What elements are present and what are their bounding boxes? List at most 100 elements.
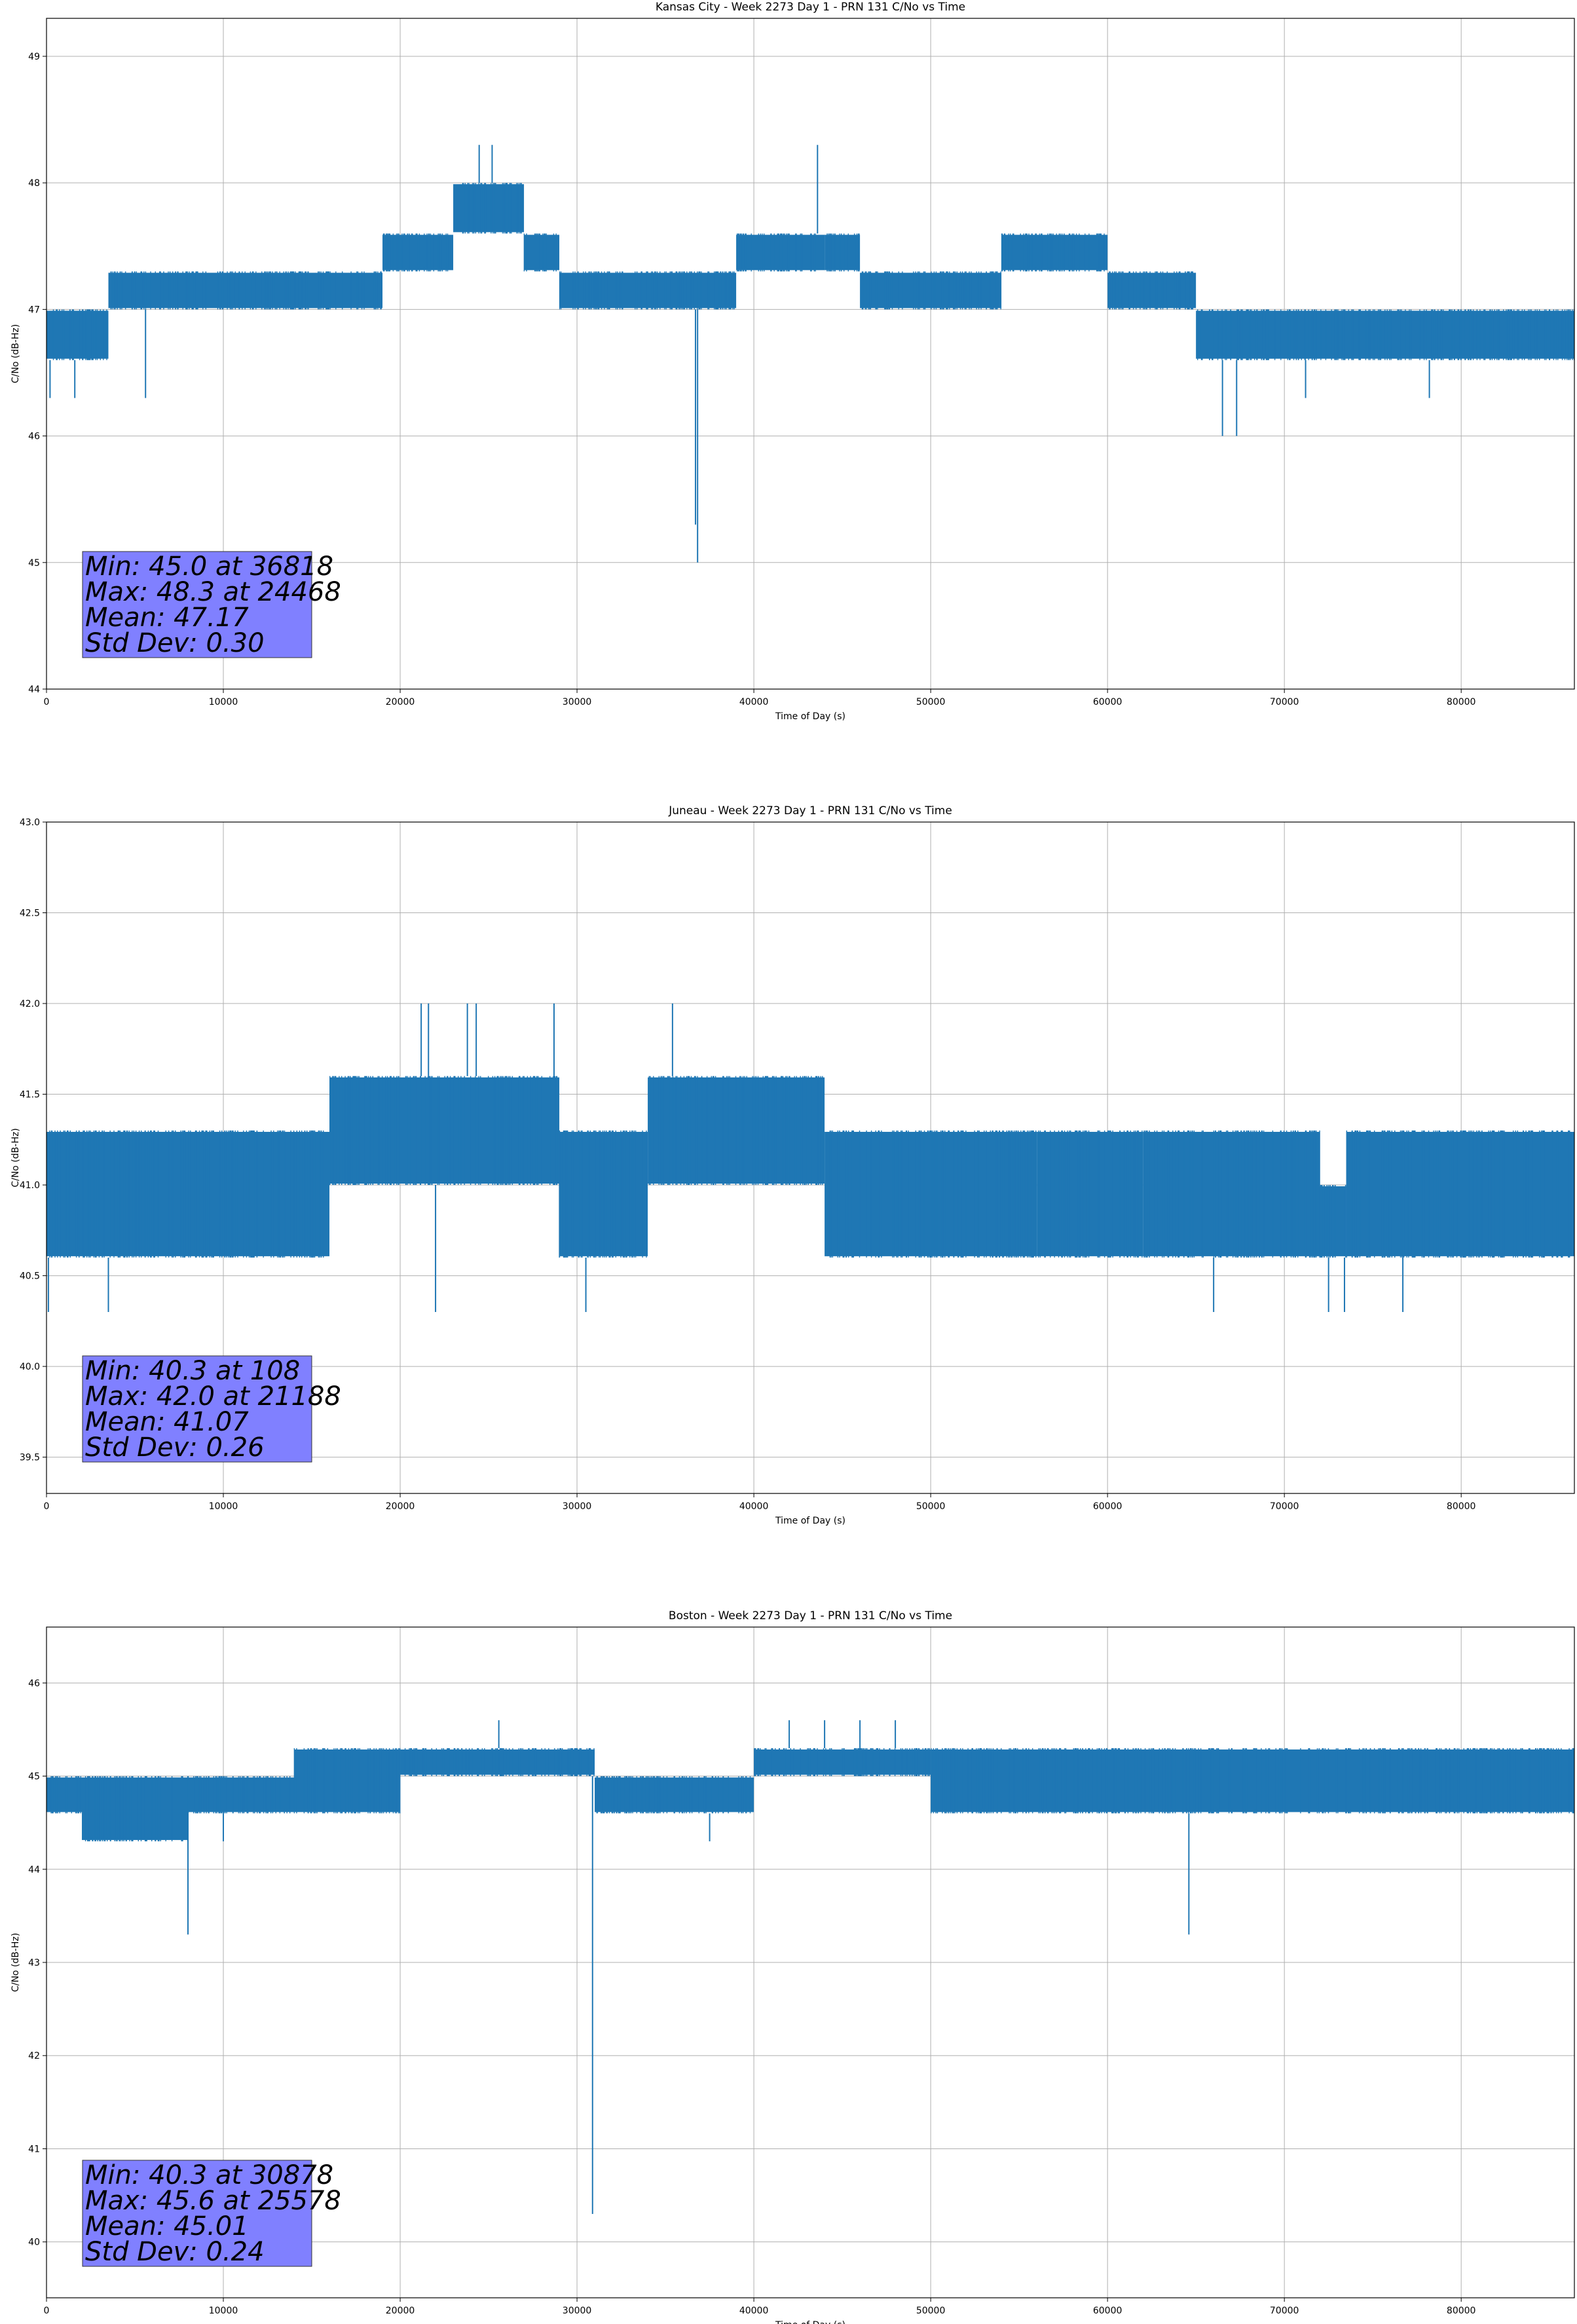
data-band-texture xyxy=(52,309,107,360)
x-tick-label: 70000 xyxy=(1270,2306,1299,2316)
stats-box xyxy=(82,1355,312,1463)
data-band-texture xyxy=(50,1776,81,1814)
data-band-texture xyxy=(84,1776,189,1842)
x-tick-label: 0 xyxy=(44,1501,50,1512)
y-tick-label: 49 xyxy=(28,52,40,62)
x-tick-label: 30000 xyxy=(563,697,592,707)
y-tick-label: 42.0 xyxy=(20,999,40,1009)
y-tick-label: 48 xyxy=(28,178,40,189)
data-band-texture xyxy=(1197,309,1575,360)
x-tick-label: 20000 xyxy=(386,1501,415,1512)
y-tick-label: 43 xyxy=(28,1958,40,1968)
data-band-texture xyxy=(523,233,557,272)
x-tick-label: 70000 xyxy=(1270,697,1299,707)
x-tick-label: 80000 xyxy=(1447,1501,1476,1512)
data-band-texture xyxy=(648,1076,823,1186)
y-tick-label: 39.5 xyxy=(20,1453,40,1463)
chart-title: Juneau - Week 2273 Day 1 - PRN 131 C/No … xyxy=(668,804,952,817)
data-band-texture xyxy=(737,233,816,272)
stats-line: Mean: 45.01 xyxy=(85,2211,249,2241)
stats-line: Min: 40.3 at 30878 xyxy=(85,2160,333,2190)
x-tick-label: 10000 xyxy=(209,697,238,707)
stats-line: Mean: 41.07 xyxy=(85,1407,249,1437)
data-band-texture xyxy=(559,1130,647,1258)
y-tick-label: 41.5 xyxy=(20,1090,40,1100)
data-band-texture xyxy=(754,1748,930,1776)
stats-line: Max: 45.6 at 25578 xyxy=(85,2186,341,2216)
x-tick-label: 60000 xyxy=(1093,697,1122,707)
x-tick-label: 10000 xyxy=(209,1501,238,1512)
data-band-texture xyxy=(559,271,735,310)
chart-title: Boston - Week 2273 Day 1 - PRN 131 C/No … xyxy=(669,1609,952,1622)
data-band-texture xyxy=(329,1076,558,1186)
data-band-texture xyxy=(293,1748,401,1814)
data-band xyxy=(453,184,525,233)
data-band-texture xyxy=(1143,1130,1320,1258)
stats-line: Mean: 47.17 xyxy=(85,603,249,633)
x-tick-label: 20000 xyxy=(386,697,415,707)
data-band xyxy=(46,310,109,359)
data-band-texture xyxy=(1346,1130,1570,1258)
stats-box xyxy=(82,2160,312,2267)
y-tick-label: 47 xyxy=(28,305,40,315)
data-band-texture xyxy=(187,1776,291,1814)
data-band-texture xyxy=(1109,271,1193,310)
stats-line: Max: 48.3 at 24468 xyxy=(85,577,341,607)
x-tick-label: 40000 xyxy=(739,697,769,707)
data-band-texture xyxy=(1001,233,1105,272)
data-band xyxy=(294,1749,401,1812)
x-tick-label: 60000 xyxy=(1093,2306,1122,2316)
x-tick-label: 80000 xyxy=(1447,697,1476,707)
chart-title: Kansas City - Week 2273 Day 1 - PRN 131 … xyxy=(656,1,965,14)
y-tick-label: 44 xyxy=(28,1865,40,1875)
data-band-texture xyxy=(1320,1185,1346,1258)
data-band-texture xyxy=(462,183,522,234)
plot-frame xyxy=(46,18,1575,690)
stats-line: Min: 45.0 at 36818 xyxy=(85,552,333,582)
data-band xyxy=(860,272,1002,309)
x-tick-label: 20000 xyxy=(386,2306,415,2316)
y-tick-label: 46 xyxy=(28,432,40,442)
data-band-texture xyxy=(1038,1130,1143,1258)
data-band-texture xyxy=(110,271,382,310)
y-axis-label: C/No (dB-Hz) xyxy=(10,1933,21,1992)
x-axis-label: Time of Day (s) xyxy=(775,2320,845,2324)
x-tick-label: 80000 xyxy=(1447,2306,1476,2316)
data-band-texture xyxy=(829,1130,1037,1258)
x-axis-label: Time of Day (s) xyxy=(775,1516,845,1526)
y-tick-label: 40.5 xyxy=(20,1271,40,1282)
y-tick-label: 44 xyxy=(28,684,40,695)
x-tick-label: 30000 xyxy=(563,2306,592,2316)
y-tick-label: 41.0 xyxy=(20,1180,40,1191)
data-band-texture xyxy=(382,233,449,272)
stats-line: Min: 40.3 at 108 xyxy=(85,1356,300,1386)
chart-panel-3: Boston - Week 2273 Day 1 - PRN 131 C/No … xyxy=(10,1609,1575,2324)
x-tick-label: 40000 xyxy=(739,1501,769,1512)
x-tick-label: 50000 xyxy=(916,1501,946,1512)
data-band-texture xyxy=(404,1748,595,1776)
x-tick-label: 30000 xyxy=(563,1501,592,1512)
data-band xyxy=(188,1777,295,1812)
x-tick-label: 10000 xyxy=(209,2306,238,2316)
y-tick-label: 42 xyxy=(28,2051,40,2061)
data-band-texture xyxy=(861,271,1001,310)
x-tick-label: 0 xyxy=(44,2306,50,2316)
x-axis-label: Time of Day (s) xyxy=(775,711,845,722)
y-tick-label: 40.0 xyxy=(20,1362,40,1372)
data-band xyxy=(1001,234,1108,271)
x-tick-label: 60000 xyxy=(1093,1501,1122,1512)
stats-line: Std Dev: 0.24 xyxy=(85,2237,265,2267)
y-tick-label: 42.5 xyxy=(20,909,40,919)
chart-panel-2: Juneau - Week 2273 Day 1 - PRN 131 C/No … xyxy=(10,804,1575,1526)
y-axis-label: C/No (dB-Hz) xyxy=(10,1128,21,1187)
data-band xyxy=(1107,272,1197,309)
data-band xyxy=(931,1749,1574,1812)
y-tick-label: 40 xyxy=(28,2238,40,2248)
stats-line: Max: 42.0 at 21188 xyxy=(85,1381,341,1412)
data-band-texture xyxy=(49,1130,324,1258)
y-tick-label: 45 xyxy=(28,558,40,569)
y-tick-label: 41 xyxy=(28,2144,40,2154)
chart-panel-1: Kansas City - Week 2273 Day 1 - PRN 131 … xyxy=(10,1,1575,722)
data-series-1 xyxy=(46,1003,1574,1312)
